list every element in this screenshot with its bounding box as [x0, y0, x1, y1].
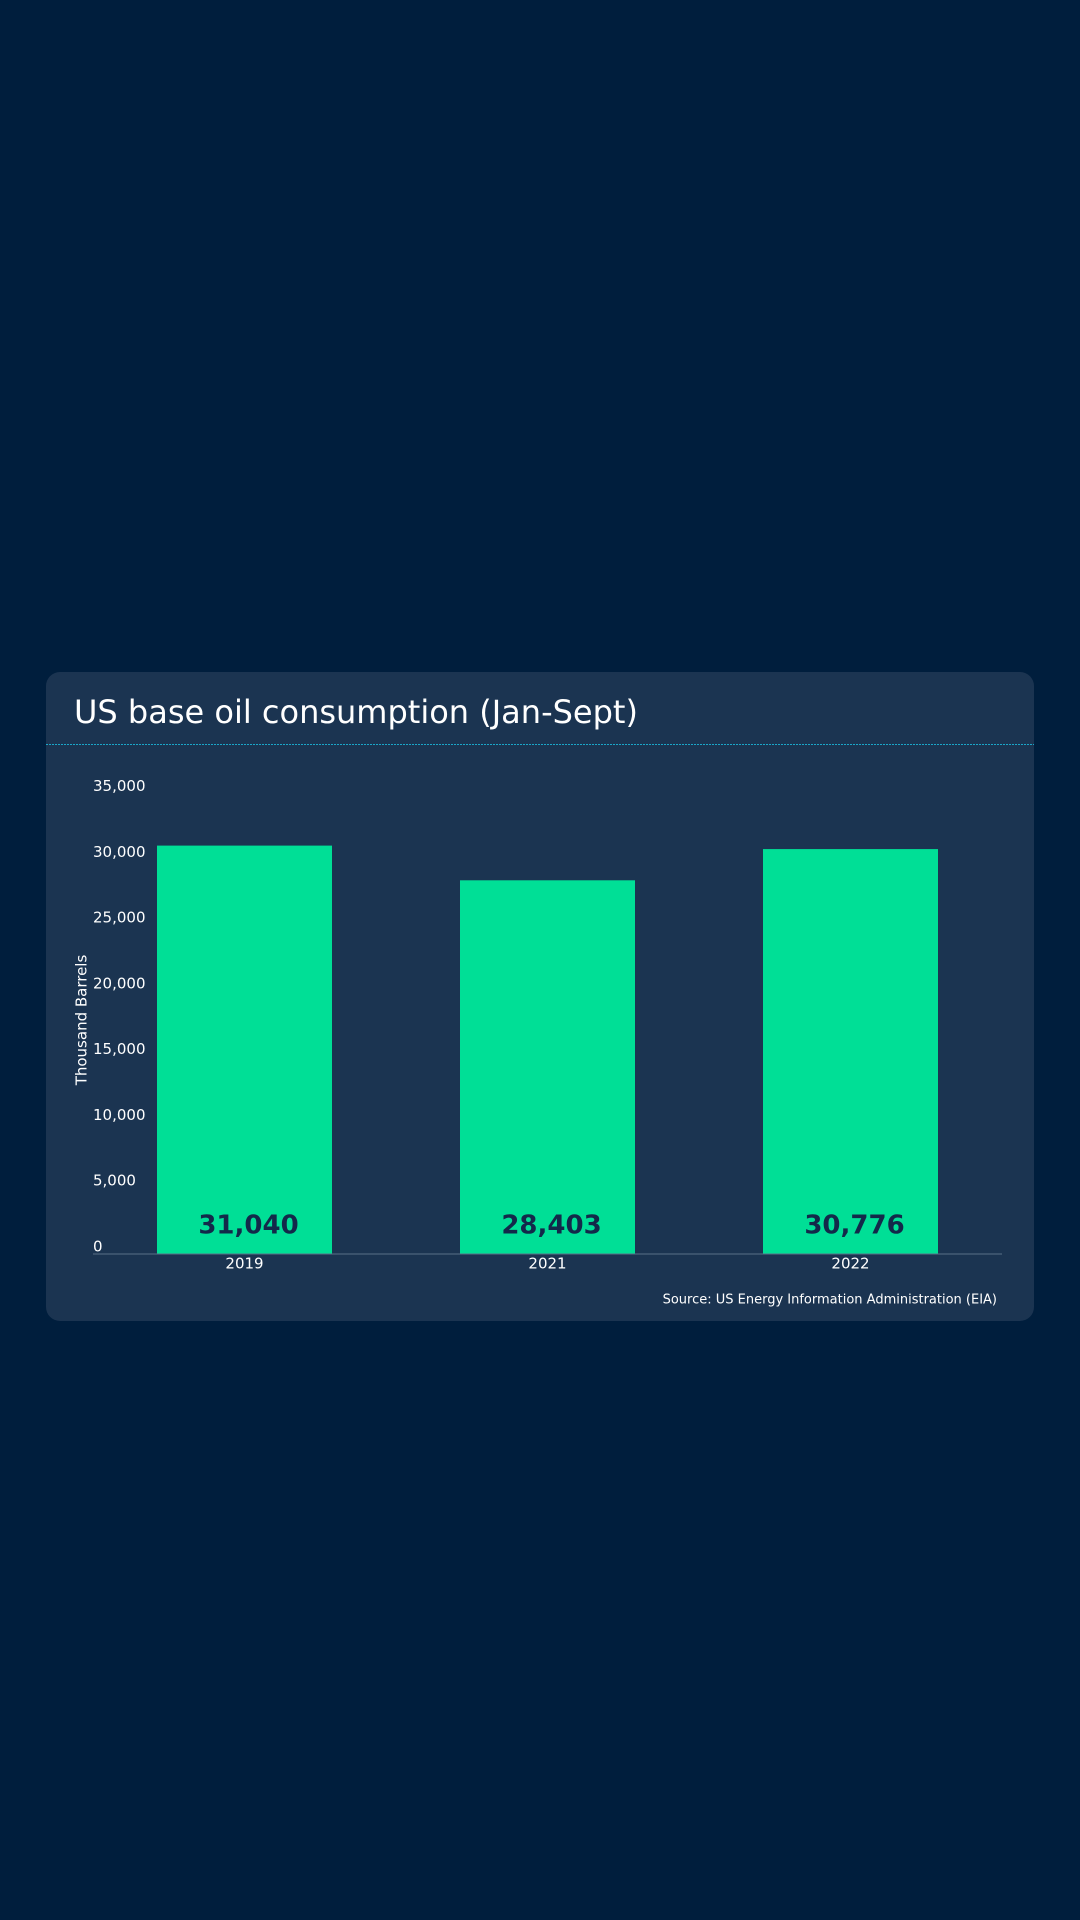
source-note: Source: US Energy Information Administra… — [663, 1293, 997, 1308]
x-tick-label: 2021 — [528, 1255, 566, 1273]
bar — [763, 849, 938, 1254]
chart-title: US base oil consumption (Jan-Sept) — [74, 693, 638, 731]
x-tick-label: 2022 — [831, 1255, 869, 1273]
y-axis-title: Thousand Barrels — [73, 955, 91, 1087]
value-label: 31,040 — [198, 1211, 298, 1241]
value-label: 28,403 — [501, 1211, 601, 1241]
x-tick-label: 2019 — [225, 1255, 263, 1273]
y-tick-label: 0 — [93, 1238, 103, 1256]
value-label: 30,776 — [804, 1211, 904, 1241]
bar — [157, 845, 332, 1254]
y-tick-label: 15,000 — [93, 1040, 146, 1058]
y-tick-label: 25,000 — [93, 909, 146, 927]
y-tick-label: 30,000 — [93, 843, 146, 861]
y-tick-label: 10,000 — [93, 1106, 146, 1124]
bar — [460, 880, 635, 1254]
y-tick-label: 5,000 — [93, 1172, 136, 1190]
y-tick-label: 35,000 — [93, 777, 146, 795]
y-tick-label: 20,000 — [93, 974, 146, 992]
